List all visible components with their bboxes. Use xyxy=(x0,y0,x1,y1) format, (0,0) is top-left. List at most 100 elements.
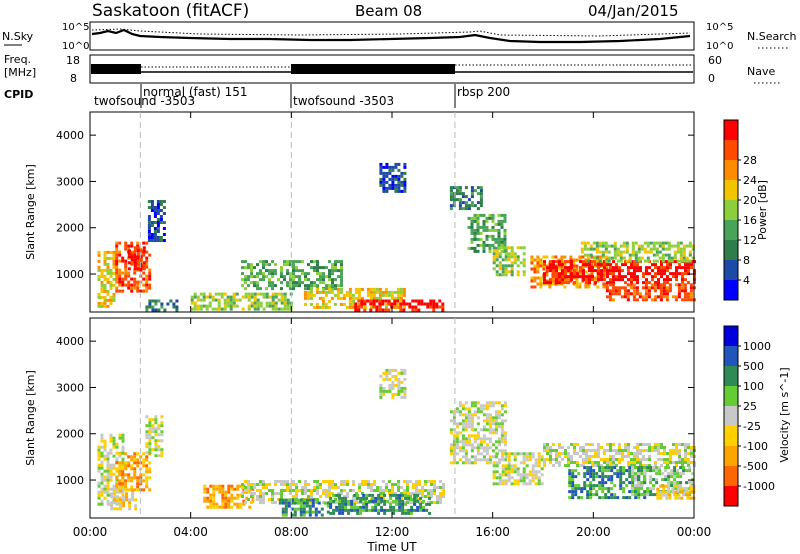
data-cell xyxy=(492,249,496,253)
data-cell xyxy=(121,457,125,461)
data-cell xyxy=(458,404,462,408)
data-cell xyxy=(494,416,498,420)
data-cell xyxy=(402,305,406,309)
data-cell xyxy=(157,427,161,431)
data-cell xyxy=(112,262,116,266)
data-cell xyxy=(319,483,322,486)
data-cell xyxy=(394,383,398,387)
data-cell xyxy=(558,272,561,276)
data-cell xyxy=(328,272,331,276)
data-cell xyxy=(627,272,630,276)
data-cell xyxy=(151,448,155,452)
data-cell xyxy=(369,308,373,312)
data-cell xyxy=(284,501,288,505)
data-cell xyxy=(637,244,641,248)
colorbar-tick-label: 12 xyxy=(743,234,757,247)
data-cell xyxy=(501,464,505,468)
data-cell xyxy=(412,486,415,489)
data-cell xyxy=(233,496,237,500)
data-cell xyxy=(573,269,576,273)
data-cell xyxy=(392,499,396,503)
data-cell xyxy=(660,275,663,279)
data-cell xyxy=(115,485,119,489)
data-cell xyxy=(395,499,399,503)
data-cell xyxy=(244,266,247,270)
data-cell xyxy=(379,492,382,495)
data-cell xyxy=(97,292,101,296)
data-cell xyxy=(555,272,558,276)
data-cell xyxy=(402,293,406,297)
data-cell xyxy=(247,275,250,279)
data-cell xyxy=(419,505,423,509)
data-cell xyxy=(262,272,265,276)
data-cell xyxy=(504,267,508,271)
data-cell xyxy=(127,244,131,248)
data-cell xyxy=(103,295,107,299)
data-cell xyxy=(659,493,663,497)
data-cell xyxy=(665,496,669,500)
data-cell xyxy=(664,466,668,470)
data-cell xyxy=(617,292,621,296)
data-cell xyxy=(644,295,648,299)
data-cell xyxy=(388,165,392,169)
data-cell xyxy=(390,302,394,306)
data-cell xyxy=(142,253,146,257)
data-cell xyxy=(669,458,672,461)
data-cell xyxy=(601,475,605,479)
data-cell xyxy=(322,480,325,483)
data-cell xyxy=(439,495,442,498)
data-cell xyxy=(473,246,477,250)
data-cell xyxy=(601,484,605,488)
data-cell xyxy=(289,263,292,267)
data-cell xyxy=(497,461,501,465)
data-cell xyxy=(221,487,225,491)
data-cell xyxy=(307,495,310,498)
data-cell xyxy=(598,487,602,491)
data-cell xyxy=(309,296,313,300)
data-cell xyxy=(618,446,621,449)
scatter-region-9 xyxy=(354,299,445,312)
data-cell xyxy=(295,489,298,492)
scatter-region-15 xyxy=(656,484,696,500)
data-cell xyxy=(363,302,367,306)
data-cell xyxy=(295,281,298,285)
data-cell xyxy=(337,275,340,279)
data-cell xyxy=(214,292,218,296)
data-cell xyxy=(150,233,154,236)
data-cell xyxy=(613,496,617,500)
data-cell xyxy=(492,255,496,259)
data-cell xyxy=(497,401,501,405)
data-cell xyxy=(344,496,348,500)
data-cell xyxy=(109,298,113,302)
scatter-region-16 xyxy=(580,241,695,263)
data-cell xyxy=(516,479,520,483)
data-cell xyxy=(357,302,361,306)
data-cell xyxy=(458,431,462,435)
data-cell xyxy=(118,436,122,440)
data-cell xyxy=(473,213,477,217)
data-cell xyxy=(139,264,143,268)
data-cell xyxy=(340,260,343,264)
data-cell xyxy=(513,458,517,462)
data-cell xyxy=(464,207,468,211)
data-cell xyxy=(190,295,194,299)
data-cell xyxy=(136,289,140,293)
data-cell xyxy=(455,189,459,193)
data-cell xyxy=(476,201,480,205)
data-cell xyxy=(476,422,480,426)
data-cell xyxy=(286,489,289,492)
data-cell xyxy=(441,308,445,312)
data-cell xyxy=(634,241,638,245)
data-cell xyxy=(259,498,262,501)
data-cell xyxy=(525,464,529,468)
data-cell xyxy=(630,266,633,270)
data-cell xyxy=(147,227,151,230)
data-cell xyxy=(625,250,629,254)
data-cell xyxy=(479,201,483,205)
data-cell xyxy=(533,270,537,274)
data-cell xyxy=(592,487,596,491)
data-cell xyxy=(378,308,382,312)
data-cell xyxy=(633,452,636,455)
data-cell xyxy=(302,510,306,514)
data-cell xyxy=(103,256,107,260)
